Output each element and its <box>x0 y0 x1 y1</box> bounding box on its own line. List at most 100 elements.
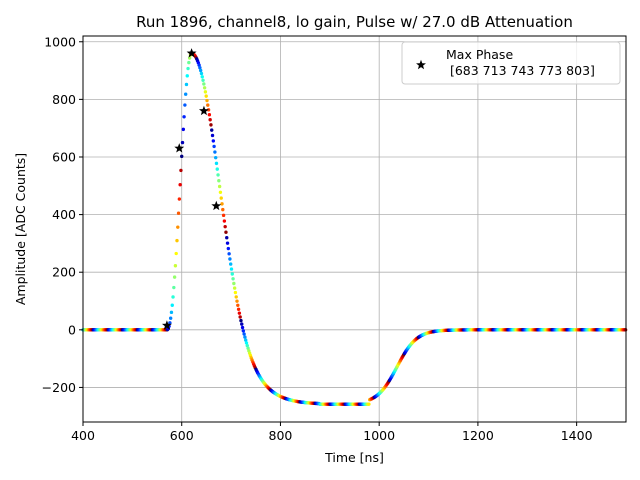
plot-frame <box>82 35 627 423</box>
y-tick-label: 1000 <box>44 34 76 49</box>
chart-title: Run 1896, channel8, lo gain, Pulse w/ 27… <box>136 13 573 31</box>
data-point <box>185 74 189 78</box>
data-point <box>211 139 216 143</box>
data-point <box>198 66 202 70</box>
data-point <box>226 246 231 251</box>
data-point <box>213 150 217 154</box>
data-point <box>183 92 188 96</box>
data-point <box>232 281 236 286</box>
data-point <box>205 98 209 103</box>
data-point <box>222 219 227 223</box>
legend-label-line2: [683 713 743 773 803] <box>446 63 595 78</box>
data-point <box>221 213 226 218</box>
data-point <box>207 113 212 117</box>
data-point <box>202 82 206 86</box>
data-point <box>220 202 224 206</box>
x-axis-label: Time [ns] <box>324 450 384 465</box>
legend: Max Phase [683 713 743 773 803] <box>401 41 621 85</box>
data-point <box>203 90 208 94</box>
data-point <box>224 230 228 234</box>
data-point <box>169 310 174 315</box>
data-point <box>229 262 233 266</box>
axis-ticks: 400 600 800 1000 1200 1400 −200 0 200 400 600 800 10… <box>42 34 593 443</box>
y-tick-label: 800 <box>52 92 76 107</box>
data-point <box>197 63 201 67</box>
data-point <box>175 238 179 243</box>
y-axis-label: Amplitude [ADC Counts] <box>13 153 28 305</box>
data-point <box>227 252 231 256</box>
data-point <box>208 118 212 122</box>
data-point <box>204 94 208 98</box>
data-point <box>168 316 173 320</box>
data-point <box>202 86 207 90</box>
data-point <box>244 341 249 345</box>
y-tick-label: 0 <box>68 322 76 337</box>
data-point <box>367 402 371 406</box>
y-tick-label: −200 <box>42 380 76 395</box>
data-point <box>245 343 249 348</box>
data-point <box>183 103 187 107</box>
data-point <box>231 277 235 281</box>
data-point <box>215 167 219 171</box>
data-point <box>184 82 189 87</box>
data-point <box>217 178 221 183</box>
legend-box <box>401 41 621 85</box>
data-point <box>221 207 225 212</box>
data-point <box>172 275 177 279</box>
data-point <box>182 115 186 119</box>
max-phase-star <box>199 105 209 116</box>
data-point <box>199 71 204 76</box>
data-point <box>240 322 244 326</box>
x-tick-label: 1400 <box>561 428 593 443</box>
data-point <box>177 197 182 201</box>
data-point <box>206 108 211 112</box>
data-point <box>236 307 241 311</box>
data-point <box>187 56 192 60</box>
data-point <box>200 75 204 79</box>
data-point <box>210 133 215 138</box>
data-point <box>174 251 178 256</box>
y-tick-label: 200 <box>52 265 76 280</box>
data-point <box>230 272 234 276</box>
data-point <box>178 183 182 187</box>
max-phase-star <box>211 200 222 211</box>
data-point <box>170 303 174 307</box>
data-point <box>173 264 178 268</box>
data-point <box>176 225 180 229</box>
data-point <box>234 295 238 299</box>
data-point <box>209 123 213 127</box>
data-point <box>217 184 222 189</box>
data-point <box>243 335 247 339</box>
max-phase-star <box>161 320 172 330</box>
data-point <box>228 257 232 261</box>
legend-label-line1: Max Phase <box>446 47 513 62</box>
data-point <box>168 321 172 325</box>
data-point <box>225 236 229 240</box>
x-tick-label: 400 <box>71 428 95 443</box>
data-point <box>216 173 220 177</box>
x-tick-label: 600 <box>170 428 194 443</box>
data-point <box>180 154 184 159</box>
data-point <box>223 224 227 229</box>
data-point <box>172 285 176 290</box>
data-point <box>213 155 218 160</box>
legend-star-marker <box>416 59 426 70</box>
data-point <box>241 329 246 333</box>
data-point <box>171 295 175 299</box>
data-point <box>225 241 230 245</box>
data-point <box>198 68 203 73</box>
data-point <box>201 78 205 82</box>
data-point <box>187 60 191 65</box>
data-point <box>233 290 238 295</box>
data-point <box>212 144 216 149</box>
y-tick-label: 600 <box>52 149 76 164</box>
data-series <box>81 51 628 406</box>
data-point <box>239 318 243 323</box>
data-point <box>179 168 183 173</box>
y-tick-label: 400 <box>52 207 76 222</box>
data-point <box>232 286 237 290</box>
data-point <box>180 140 185 145</box>
x-tick-label: 1200 <box>462 428 494 443</box>
x-tick-label: 800 <box>269 428 293 443</box>
